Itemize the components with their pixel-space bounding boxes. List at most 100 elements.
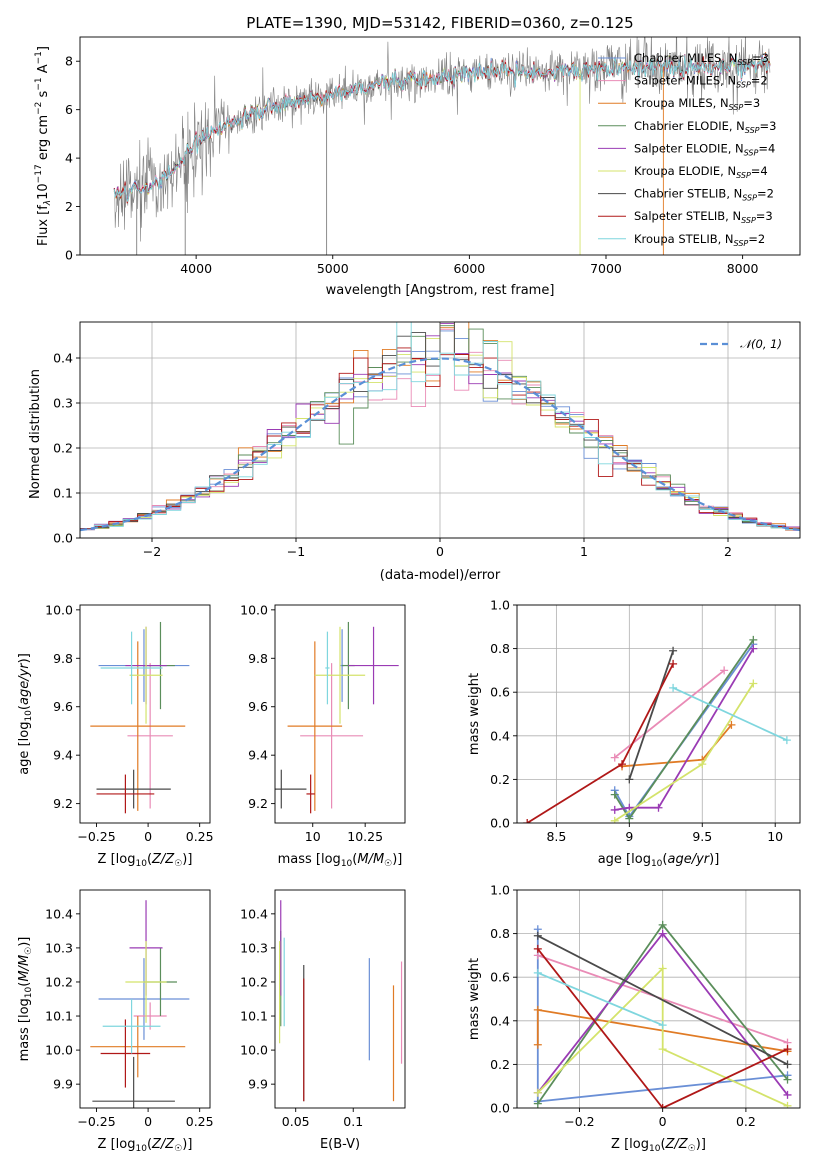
x-tick-label: 10 bbox=[305, 829, 321, 844]
legend-text: Chabrier MILES, N bbox=[634, 51, 737, 65]
weight-line-chabrier-stelib bbox=[537, 934, 788, 1066]
legend-sub: SSP bbox=[745, 126, 760, 135]
plot-area bbox=[275, 621, 399, 814]
weight-marker bbox=[720, 666, 729, 675]
legend-sub: SSP bbox=[741, 216, 756, 225]
x-tick-label: 2 bbox=[724, 544, 732, 559]
label-part: λ bbox=[43, 200, 53, 206]
weight-marker bbox=[749, 644, 758, 653]
x-tick-label: 0.25 bbox=[186, 1114, 214, 1129]
legend-text: Kroupa ELODIE, N bbox=[634, 164, 736, 178]
x-axis-label: Z [log10(Z/Z☉)] bbox=[98, 852, 193, 869]
y-tick-label: 0.8 bbox=[490, 641, 510, 656]
weight-marker bbox=[610, 790, 619, 799]
legend-tail: =4 bbox=[751, 164, 768, 178]
weight-marker bbox=[533, 1088, 542, 1097]
label-part: 10 bbox=[24, 986, 34, 998]
legend-entry: Salpeter ELODIE, NSSP=4 bbox=[634, 141, 775, 157]
y-axis-label: Normed distribution bbox=[28, 369, 43, 499]
x-tick-label: −1 bbox=[287, 544, 305, 559]
weight-marker bbox=[783, 1090, 792, 1099]
y-tick-label: 8 bbox=[65, 54, 73, 69]
plot-area bbox=[113, 37, 771, 255]
legend-text: Salpeter STELIB, N bbox=[634, 209, 741, 223]
label-part: 10 bbox=[649, 1144, 661, 1154]
x-axis-label: E(B-V) bbox=[320, 1137, 360, 1152]
y-tick-label: 0.2 bbox=[490, 772, 510, 787]
weight-marker bbox=[698, 760, 707, 769]
legend-text: Chabrier STELIB, N bbox=[634, 187, 742, 201]
y-tick-label: 10.0 bbox=[45, 602, 73, 617]
label-part: ( bbox=[352, 852, 357, 867]
axes-age-vs-Z: −0.25 0 0.259.29.49.69.810.0Z [log10(Z/Z☉)… bbox=[17, 602, 214, 869]
weight-marker bbox=[533, 931, 542, 940]
axis-layer: −2 −1 0 1 2 0.0 0.1 0.2 0.3 0.4 𝒩(0, 1) (data-model… bbox=[28, 321, 801, 583]
legend-tail: =2 bbox=[748, 232, 765, 246]
label-part: M/M bbox=[17, 955, 32, 982]
weight-marker bbox=[625, 775, 634, 784]
x-tick-label: 10.25 bbox=[347, 829, 383, 844]
weight-marker bbox=[658, 920, 667, 929]
weight-marker bbox=[618, 760, 627, 769]
plot-area bbox=[90, 900, 190, 1108]
weight-marker bbox=[727, 720, 736, 729]
x-tick-label: 0.1 bbox=[343, 1114, 363, 1129]
legend-entry: Salpeter MILES, NSSP=2 bbox=[634, 74, 768, 90]
label-part: ( bbox=[17, 705, 32, 710]
x-tick-label: 0 bbox=[659, 1114, 667, 1129]
label-part: Z [log bbox=[611, 1137, 649, 1152]
axes-weight-vs-Z: −0.2 0 0.2 0.0 0.2 0.4 0.6 0.8 1.0 Z [log10(Z/Z☉)… bbox=[467, 883, 801, 1154]
legend-entry: Chabrier ELODIE, NSSP=3 bbox=[634, 119, 776, 135]
legend-text: Salpeter ELODIE, N bbox=[634, 141, 744, 155]
legend-tail: =4 bbox=[758, 141, 775, 155]
weight-marker bbox=[610, 805, 619, 814]
y-tick-label: 0.3 bbox=[53, 396, 73, 411]
y-tick-label: 0.2 bbox=[490, 1057, 510, 1072]
weight-line-salpeter-stelib bbox=[537, 948, 788, 1108]
axis-layer: 4000 5000 6000 7000 8000 0 2 4 6 8 Chabrier MILES,… bbox=[34, 36, 801, 298]
x-tick-label: 4000 bbox=[180, 261, 212, 276]
label-part: M/M bbox=[357, 852, 384, 867]
x-tick-label: 1 bbox=[580, 544, 588, 559]
label-part: 10 bbox=[341, 859, 353, 869]
x-tick-label: 0 bbox=[436, 544, 444, 559]
label-part: ] bbox=[36, 46, 51, 51]
x-tick-label: 0 bbox=[144, 1114, 152, 1129]
label-part: 10 bbox=[24, 710, 34, 722]
weight-marker bbox=[658, 1021, 667, 1030]
y-tick-label: 1.0 bbox=[490, 883, 510, 898]
label-part: mass [log bbox=[278, 852, 341, 867]
weight-marker bbox=[669, 659, 678, 668]
legend-sub: SSP bbox=[737, 58, 752, 67]
y-tick-label: 10.3 bbox=[45, 940, 73, 955]
y-axis-label: Flux [fλ10−17 erg cm−2 s−1 A−1] bbox=[34, 46, 53, 246]
x-axis-label: wavelength [Angstrom, rest frame] bbox=[326, 283, 555, 298]
label-part: −17 bbox=[34, 164, 44, 183]
weight-marker bbox=[749, 635, 758, 644]
weight-marker bbox=[658, 964, 667, 973]
legend-entry: Salpeter STELIB, NSSP=3 bbox=[634, 209, 773, 225]
weight-marker bbox=[533, 1005, 542, 1014]
label-part: 10 bbox=[135, 1144, 147, 1154]
label-part: )] bbox=[17, 653, 32, 663]
x-axis-label: age [log10(age/yr)] bbox=[598, 852, 720, 869]
weight-marker bbox=[783, 1045, 792, 1054]
model-line-kroupa-stelib bbox=[113, 55, 771, 202]
label-part: ( bbox=[147, 1137, 152, 1152]
y-tick-label: 6 bbox=[65, 102, 73, 117]
y-tick-label: 0.4 bbox=[490, 1013, 510, 1028]
histogram-kroupa-stelib bbox=[80, 322, 800, 538]
label-part: Z/Z bbox=[665, 1137, 689, 1152]
x-axis-label: Z [log10(Z/Z☉)] bbox=[611, 1137, 706, 1154]
x-tick-label: 0.05 bbox=[282, 1114, 310, 1129]
legend-entry: Kroupa STELIB, NSSP=2 bbox=[634, 232, 765, 248]
label-part: s bbox=[36, 90, 51, 101]
axis-layer: −0.25 0 0.259.910.010.110.210.310.4Z [log1… bbox=[17, 889, 214, 1154]
label-part: )] bbox=[392, 852, 402, 867]
plot-area bbox=[80, 322, 800, 538]
x-tick-label: 8000 bbox=[727, 261, 759, 276]
legend-sub: SSP bbox=[736, 171, 751, 180]
label-part: ☉ bbox=[688, 1144, 696, 1154]
